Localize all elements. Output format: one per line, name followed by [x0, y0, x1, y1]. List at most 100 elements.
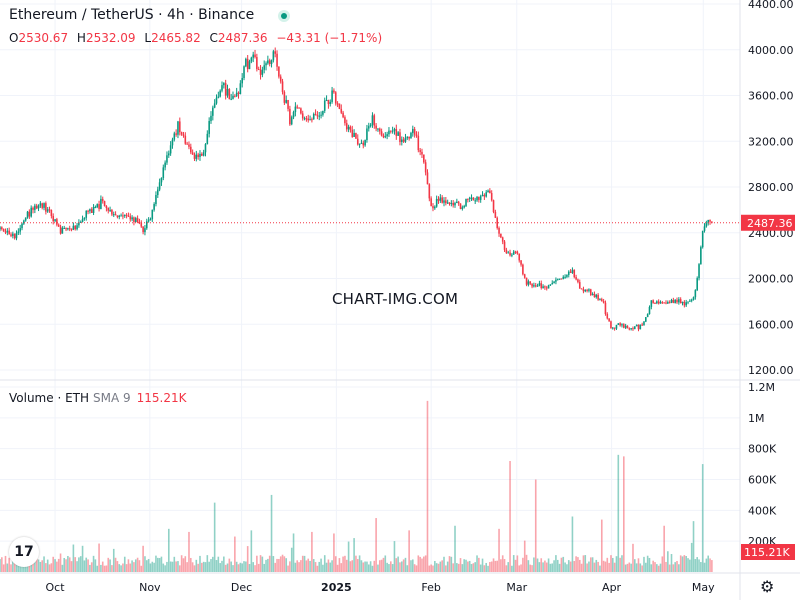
candle-body [35, 205, 38, 209]
volume-bar [689, 559, 691, 572]
candle-body [322, 110, 324, 115]
volume-bar [496, 560, 499, 572]
candle-body [101, 198, 104, 202]
volume-bar [373, 560, 376, 572]
candle-body [525, 277, 528, 285]
candle-body [419, 150, 421, 152]
volume-bar [85, 557, 88, 572]
volume-bar [111, 565, 113, 572]
volume-bar [290, 547, 293, 572]
candle-body [386, 134, 388, 137]
volume-bar [692, 521, 695, 572]
candle-body [285, 100, 288, 103]
volume-bar [184, 556, 187, 572]
volume-bar [221, 560, 223, 572]
candle-body [663, 302, 665, 304]
volume-bar [325, 562, 328, 572]
candle-body [314, 114, 317, 116]
candle-body [401, 139, 403, 143]
candle-body [250, 57, 253, 62]
volume-bar [50, 563, 53, 572]
candle-body [344, 117, 346, 124]
candle-body [98, 204, 100, 209]
volume-bar [116, 561, 119, 572]
volume-bar [674, 562, 676, 572]
volume-bar [657, 565, 660, 572]
candle-body [151, 209, 154, 220]
candle-body [267, 60, 269, 64]
volume-tick-label: 600K [748, 474, 777, 487]
volume-bar [283, 556, 286, 572]
volume-bar [670, 554, 673, 572]
volume-bar [467, 561, 469, 572]
volume-bar [201, 562, 203, 572]
volume-bar [52, 556, 55, 572]
candle-body [63, 227, 66, 229]
candle-body [624, 325, 627, 328]
candle-body [611, 327, 614, 329]
candle-body [360, 142, 363, 144]
tradingview-logo-icon[interactable]: 17 [9, 537, 39, 567]
volume-bar [511, 565, 513, 572]
volume-bar [114, 557, 117, 572]
price-tick-label: 3600.00 [748, 90, 794, 103]
volume-bar [417, 555, 420, 572]
volume-bar [2, 564, 5, 572]
volume-bar [701, 464, 704, 572]
volume-bar [21, 563, 23, 572]
volume-legend[interactable]: Volume · ETH SMA 9 115.21K [9, 391, 187, 405]
candle-body [32, 207, 34, 210]
price-tick-label: 1600.00 [748, 318, 794, 331]
candle-body [316, 115, 319, 117]
candle-body [201, 153, 203, 156]
candle-body [103, 201, 106, 207]
volume-bar [125, 564, 128, 572]
candle-body [281, 81, 284, 92]
candle-body [186, 143, 188, 145]
volume-bar [164, 565, 166, 572]
volume-bar [118, 564, 121, 572]
candle-body [129, 216, 132, 220]
volume-bar [61, 564, 64, 572]
volume-bar [145, 560, 148, 572]
candle-body [687, 301, 689, 303]
volume-bar [63, 557, 66, 572]
candle-body [711, 221, 713, 223]
candle-body [100, 198, 102, 209]
candle-body [48, 209, 51, 211]
candle-body [59, 226, 62, 234]
candle-body [123, 214, 126, 217]
volume-bar [527, 560, 530, 572]
candle-body [413, 128, 416, 135]
volume-bar [492, 558, 495, 572]
volume-bar [338, 558, 341, 572]
volume-bar [628, 562, 631, 572]
volume-bar [175, 561, 177, 572]
volume-bar [4, 555, 7, 572]
candlesticks [0, 47, 713, 332]
candle-body [329, 101, 332, 105]
volume-bar [345, 559, 348, 572]
volume-bar [204, 562, 207, 572]
price-tick-label: 4000.00 [748, 44, 794, 57]
candle-body [593, 293, 596, 298]
volume-bars [0, 400, 713, 572]
volume-bar [358, 555, 361, 572]
volume-bar [487, 565, 489, 572]
candle-body [85, 210, 88, 218]
volume-bar [547, 558, 550, 572]
candle-body [140, 222, 143, 227]
volume-bar [599, 565, 601, 572]
candle-body [232, 95, 234, 99]
symbol-title[interactable]: Ethereum / TetherUS · 4h · Binance [9, 7, 255, 23]
candle-body [472, 197, 475, 201]
gear-icon[interactable]: ⚙ [760, 577, 775, 596]
volume-bar [667, 551, 669, 572]
volume-bar [235, 561, 238, 572]
candle-body [555, 279, 557, 282]
candle-body [630, 328, 632, 330]
candle-body [283, 91, 286, 103]
candle-body [382, 135, 385, 138]
candle-body [646, 314, 649, 318]
